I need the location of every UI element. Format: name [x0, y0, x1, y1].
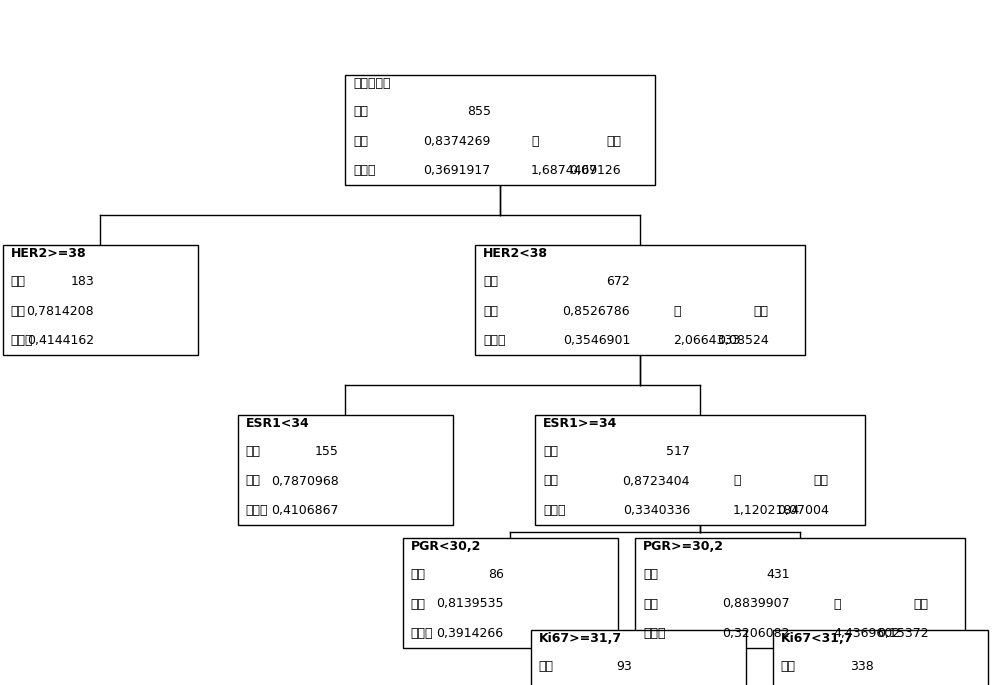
Text: 值: 值	[673, 305, 680, 318]
Text: 0,15372: 0,15372	[877, 627, 929, 640]
Text: 值: 值	[833, 597, 840, 610]
Text: 4,4369602: 4,4369602	[833, 627, 900, 640]
Text: 值: 值	[531, 134, 538, 147]
Bar	[530, 630, 746, 685]
Text: 标准差: 标准差	[353, 164, 376, 177]
Bar	[345, 75, 655, 185]
Text: 2,0664333: 2,0664333	[673, 334, 740, 347]
Text: 频率: 频率	[353, 105, 368, 119]
Text: 517: 517	[666, 445, 690, 458]
Text: 0,07126: 0,07126	[569, 164, 621, 177]
Text: 338: 338	[850, 660, 874, 673]
Text: 672: 672	[606, 275, 630, 288]
Text: 86: 86	[488, 568, 504, 581]
Text: 频率: 频率	[538, 660, 554, 673]
Text: 1,6874469: 1,6874469	[531, 164, 598, 177]
Bar	[238, 415, 452, 525]
Text: Ki67<31,7: Ki67<31,7	[780, 632, 853, 645]
Text: 均值: 均值	[246, 475, 260, 488]
Text: 均值: 均值	[10, 305, 26, 318]
Text: HER2<38: HER2<38	[483, 247, 548, 260]
Text: PGR<30,2: PGR<30,2	[411, 540, 481, 553]
Text: 155: 155	[315, 445, 339, 458]
Text: Ki67>=31,7: Ki67>=31,7	[538, 632, 622, 645]
Text: 0,08524: 0,08524	[717, 334, 769, 347]
Text: PGR>=30,2: PGR>=30,2	[643, 540, 724, 553]
Text: 均值: 均值	[483, 305, 498, 318]
Bar	[475, 245, 805, 355]
Text: 0,3691917: 0,3691917	[423, 164, 491, 177]
Text: 标准差: 标准差	[10, 334, 33, 347]
Bar	[772, 630, 988, 685]
Text: 0,3206082: 0,3206082	[723, 627, 790, 640]
Text: 0,8374269: 0,8374269	[423, 134, 491, 147]
Text: 值: 值	[733, 475, 740, 488]
Text: 频率: 频率	[483, 275, 498, 288]
Text: 855: 855	[467, 105, 491, 119]
Text: 差异: 差异	[754, 305, 769, 318]
Text: ESR1<34: ESR1<34	[246, 417, 309, 430]
Text: 0,7814208: 0,7814208	[27, 305, 94, 318]
Text: 0,07004: 0,07004	[777, 504, 829, 517]
Text: ESR1>=34: ESR1>=34	[543, 417, 617, 430]
Text: 均值: 均值	[353, 134, 368, 147]
Text: 频率: 频率	[543, 445, 558, 458]
Text: 频率: 频率	[10, 275, 26, 288]
Bar	[635, 538, 965, 648]
Text: 0,3546901: 0,3546901	[563, 334, 630, 347]
Text: 标准差: 标准差	[483, 334, 506, 347]
Text: 1,1202184: 1,1202184	[733, 504, 800, 517]
Text: 0,8526786: 0,8526786	[562, 305, 630, 318]
Text: 频率: 频率	[643, 568, 658, 581]
Text: 标准差: 标准差	[643, 627, 666, 640]
Text: 0,7870968: 0,7870968	[271, 475, 339, 488]
Text: 0,8139535: 0,8139535	[436, 597, 504, 610]
Text: 0,8723404: 0,8723404	[623, 475, 690, 488]
Text: 频率: 频率	[246, 445, 260, 458]
Text: 均值: 均值	[643, 597, 658, 610]
Bar	[402, 538, 618, 648]
Text: 差异: 差异	[606, 134, 621, 147]
Text: 93: 93	[616, 660, 632, 673]
Text: HER2>=38: HER2>=38	[10, 247, 86, 260]
Text: 0,4106867: 0,4106867	[271, 504, 339, 517]
Text: 0,3340336: 0,3340336	[623, 504, 690, 517]
Text: 标准差: 标准差	[543, 504, 566, 517]
Text: 差异: 差异	[814, 475, 829, 488]
Text: 频率: 频率	[411, 568, 426, 581]
Text: 均值: 均值	[411, 597, 426, 610]
Text: 0,8839907: 0,8839907	[722, 597, 790, 610]
Text: 所有细胞系: 所有细胞系	[353, 77, 390, 90]
Text: 标准差: 标准差	[246, 504, 268, 517]
Text: 0,4144162: 0,4144162	[27, 334, 94, 347]
Text: 均值: 均值	[543, 475, 558, 488]
Text: 频率: 频率	[780, 660, 796, 673]
Bar	[2, 245, 198, 355]
Text: 标准差: 标准差	[411, 627, 433, 640]
Text: 431: 431	[766, 568, 790, 581]
Text: 差异: 差异	[914, 597, 929, 610]
Bar	[535, 415, 865, 525]
Text: 0,3914266: 0,3914266	[436, 627, 504, 640]
Text: 183: 183	[70, 275, 94, 288]
